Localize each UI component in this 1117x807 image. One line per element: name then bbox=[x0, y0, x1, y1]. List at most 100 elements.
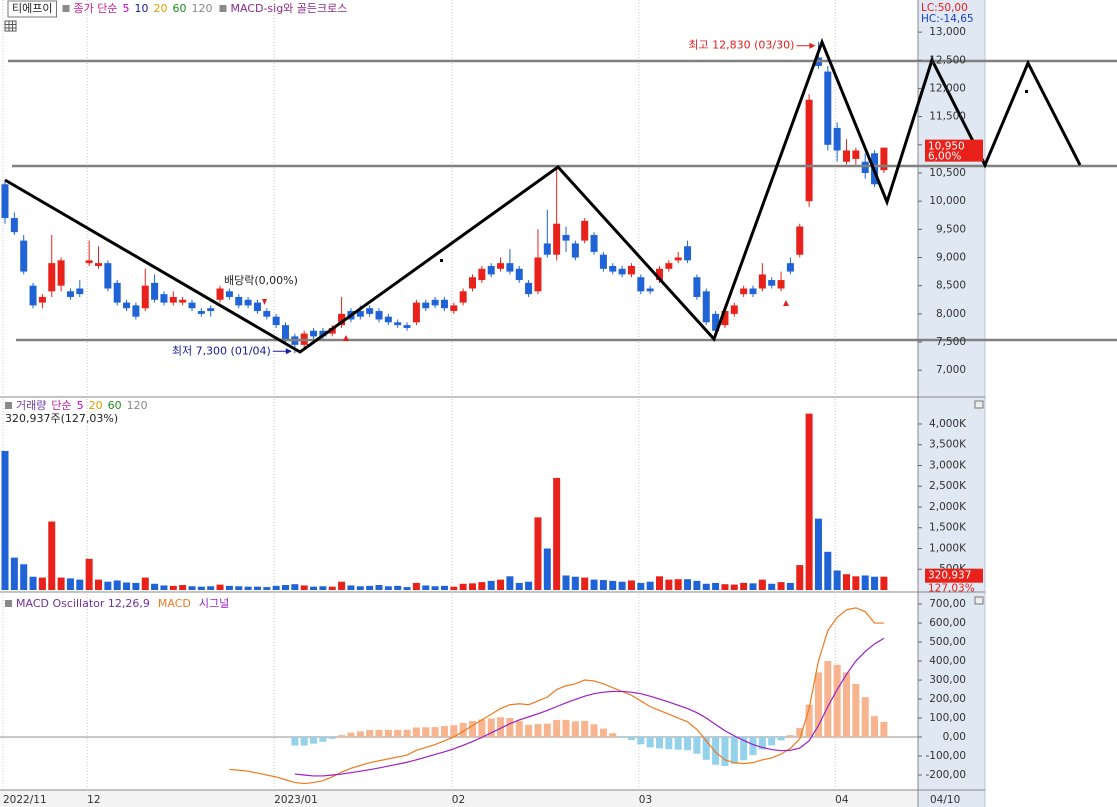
volume-bar bbox=[207, 586, 215, 590]
candle-body bbox=[356, 311, 364, 317]
candle-body bbox=[319, 330, 327, 337]
volume-bar bbox=[618, 581, 626, 590]
oscillator-bar bbox=[805, 704, 813, 738]
volume-bar bbox=[328, 586, 336, 590]
oscillator-bar bbox=[880, 721, 888, 738]
annotation-arrowhead bbox=[285, 348, 292, 355]
annotation: 배당락(0,00%) bbox=[224, 274, 298, 287]
x-tick-label: 04 bbox=[835, 794, 849, 806]
volume-bar bbox=[553, 477, 561, 590]
candle-body bbox=[38, 296, 46, 303]
candle-body bbox=[272, 316, 280, 326]
candle-body bbox=[525, 282, 533, 295]
last-price-box bbox=[925, 139, 983, 162]
indicator-line bbox=[229, 607, 884, 785]
candle-body bbox=[478, 268, 486, 281]
candle-body bbox=[141, 285, 149, 309]
oscillator-bar bbox=[871, 716, 879, 738]
candle-body bbox=[543, 243, 551, 255]
candle-body bbox=[581, 220, 589, 241]
lc-label: LC:50,00 bbox=[921, 2, 968, 14]
volume-bar bbox=[609, 580, 617, 590]
volume-bar bbox=[805, 413, 813, 590]
y-tick-label: 8,000 bbox=[936, 308, 966, 320]
y-tick-label: 11,500 bbox=[929, 111, 966, 123]
oscillator-bar bbox=[534, 724, 542, 738]
candle-body bbox=[66, 291, 74, 297]
volume-bar bbox=[179, 585, 187, 590]
oscillator-bar bbox=[656, 737, 663, 749]
dot bbox=[1025, 90, 1028, 93]
legend-label: 10 bbox=[134, 2, 148, 15]
panel-button[interactable] bbox=[974, 400, 984, 409]
oscillator-bar bbox=[824, 661, 832, 738]
y-tick-label: 3,000K bbox=[929, 459, 967, 471]
candle-body bbox=[20, 240, 28, 272]
volume-bar bbox=[702, 583, 710, 590]
volume-bar bbox=[57, 577, 65, 590]
oscillator-bar bbox=[543, 723, 551, 738]
oscillator-bar bbox=[646, 737, 654, 748]
volume-bar bbox=[627, 580, 635, 590]
volume-bar bbox=[534, 517, 542, 590]
legend-label: MACD Oscillator 12,26,9 bbox=[16, 597, 150, 610]
signal-arrow bbox=[262, 299, 267, 305]
volume-bar bbox=[366, 585, 374, 590]
legend-label: 60 bbox=[172, 2, 186, 15]
panel-button[interactable] bbox=[974, 596, 984, 605]
candle-body bbox=[702, 291, 710, 323]
volume-bar bbox=[786, 582, 794, 590]
candle-body bbox=[244, 299, 252, 306]
volume-bar bbox=[104, 581, 112, 590]
volume-bar bbox=[674, 579, 682, 590]
volume-bar bbox=[712, 582, 720, 590]
candle-body bbox=[749, 288, 757, 295]
volume-bar bbox=[525, 581, 533, 590]
candle-body bbox=[861, 161, 869, 173]
volume-bar bbox=[693, 580, 701, 590]
legend-icon bbox=[5, 402, 12, 409]
candle-body bbox=[824, 71, 832, 145]
volume-bar bbox=[95, 579, 102, 590]
change-label: 127,03% bbox=[928, 583, 975, 595]
volume-bar bbox=[880, 576, 888, 590]
volume-bar bbox=[235, 586, 243, 590]
volume-bar bbox=[478, 582, 486, 590]
legend-label: 5 bbox=[122, 2, 129, 15]
volume-bar bbox=[852, 576, 860, 590]
candle-body bbox=[10, 218, 18, 233]
volume-bar bbox=[562, 575, 570, 590]
candle-body bbox=[506, 263, 514, 272]
candle-body bbox=[721, 311, 729, 326]
candle-body bbox=[777, 280, 785, 289]
volume-bar bbox=[48, 521, 56, 590]
volume-bar bbox=[403, 587, 411, 590]
oscillator-bar bbox=[796, 727, 804, 738]
volume-bar bbox=[515, 582, 523, 590]
oscillator-bar bbox=[749, 737, 757, 756]
oscillator-bar bbox=[590, 724, 598, 738]
oscillator-bar bbox=[394, 729, 402, 738]
oscillator-bar bbox=[356, 731, 364, 738]
axis-column bbox=[918, 0, 985, 807]
candle-body bbox=[459, 291, 467, 303]
candle-body bbox=[730, 305, 738, 314]
volume-bar bbox=[459, 583, 467, 590]
signal-arrow bbox=[343, 335, 349, 341]
volume-bar bbox=[506, 576, 514, 590]
volume-bar bbox=[861, 575, 869, 590]
legend-label: 시그널 bbox=[199, 597, 229, 610]
y-tick-label: 600,00 bbox=[929, 617, 966, 629]
y-tick-label: 1,500K bbox=[929, 522, 967, 534]
volume-bar bbox=[141, 577, 149, 590]
volume-bar bbox=[833, 570, 841, 590]
x-tick-label: 02 bbox=[452, 794, 465, 806]
volume-summary: 320,937주(127,03%) bbox=[5, 412, 118, 425]
oscillator-bar bbox=[712, 737, 720, 765]
oscillator-bar bbox=[403, 729, 411, 738]
candle-body bbox=[57, 260, 65, 286]
y-tick-label: 9,500 bbox=[936, 223, 966, 235]
oscillator-bar bbox=[758, 737, 766, 750]
hc-label: HC:-14,65 bbox=[921, 13, 974, 25]
